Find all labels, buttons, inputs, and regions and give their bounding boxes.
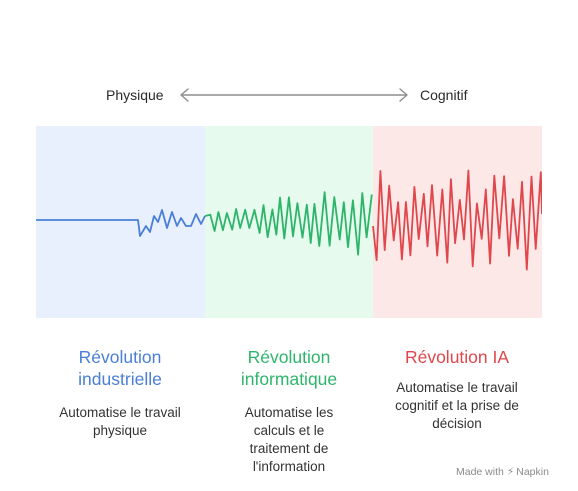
watermark[interactable]: Made with ⚡ Napkin [456,466,549,478]
era-desc-line: cognitif et la prise de [395,398,519,413]
watermark-prefix: Made with [456,466,504,478]
era-desc-line: calculs et le [253,423,325,438]
era-title-line: Révolution [78,347,162,367]
era-desc-line: Automatise les [244,405,334,420]
era-desc-line: l'information [252,459,326,474]
axis-right-label: Cognitif [420,87,468,103]
era-desc-industrial: Automatise le travail physique [36,404,204,440]
wave-computing [204,191,373,256]
era-title-ai: Révolution IA [373,346,541,368]
era-desc-line: physique [92,423,148,438]
axis-left-label: Physique [106,87,164,103]
era-desc-computing: Automatise les calculs et le traitement … [205,404,373,476]
era-title-industrial: Révolution industrielle [36,346,204,390]
era-desc-line: décision [432,416,482,431]
era-title-line: industrielle [78,369,162,389]
wave-industrial [36,209,206,237]
band-industrial [36,126,205,318]
era-desc-line: traitement de [249,441,329,456]
era-title-line: informatique [240,369,338,389]
double-arrow-icon [180,88,408,102]
napkin-logo-icon: ⚡ [506,466,515,478]
era-title-line: Révolution [247,347,331,367]
era-desc-line: Automatise le travail [396,380,518,395]
era-title-line: Révolution IA [404,347,510,367]
wave-diagram [36,126,542,318]
era-desc-ai: Automatise le travail cognitif et la pri… [373,379,541,433]
watermark-brand: Napkin [516,466,549,478]
era-desc-line: Automatise le travail [59,405,181,420]
wave-ai [372,169,542,271]
era-title-computing: Révolution informatique [205,346,373,390]
